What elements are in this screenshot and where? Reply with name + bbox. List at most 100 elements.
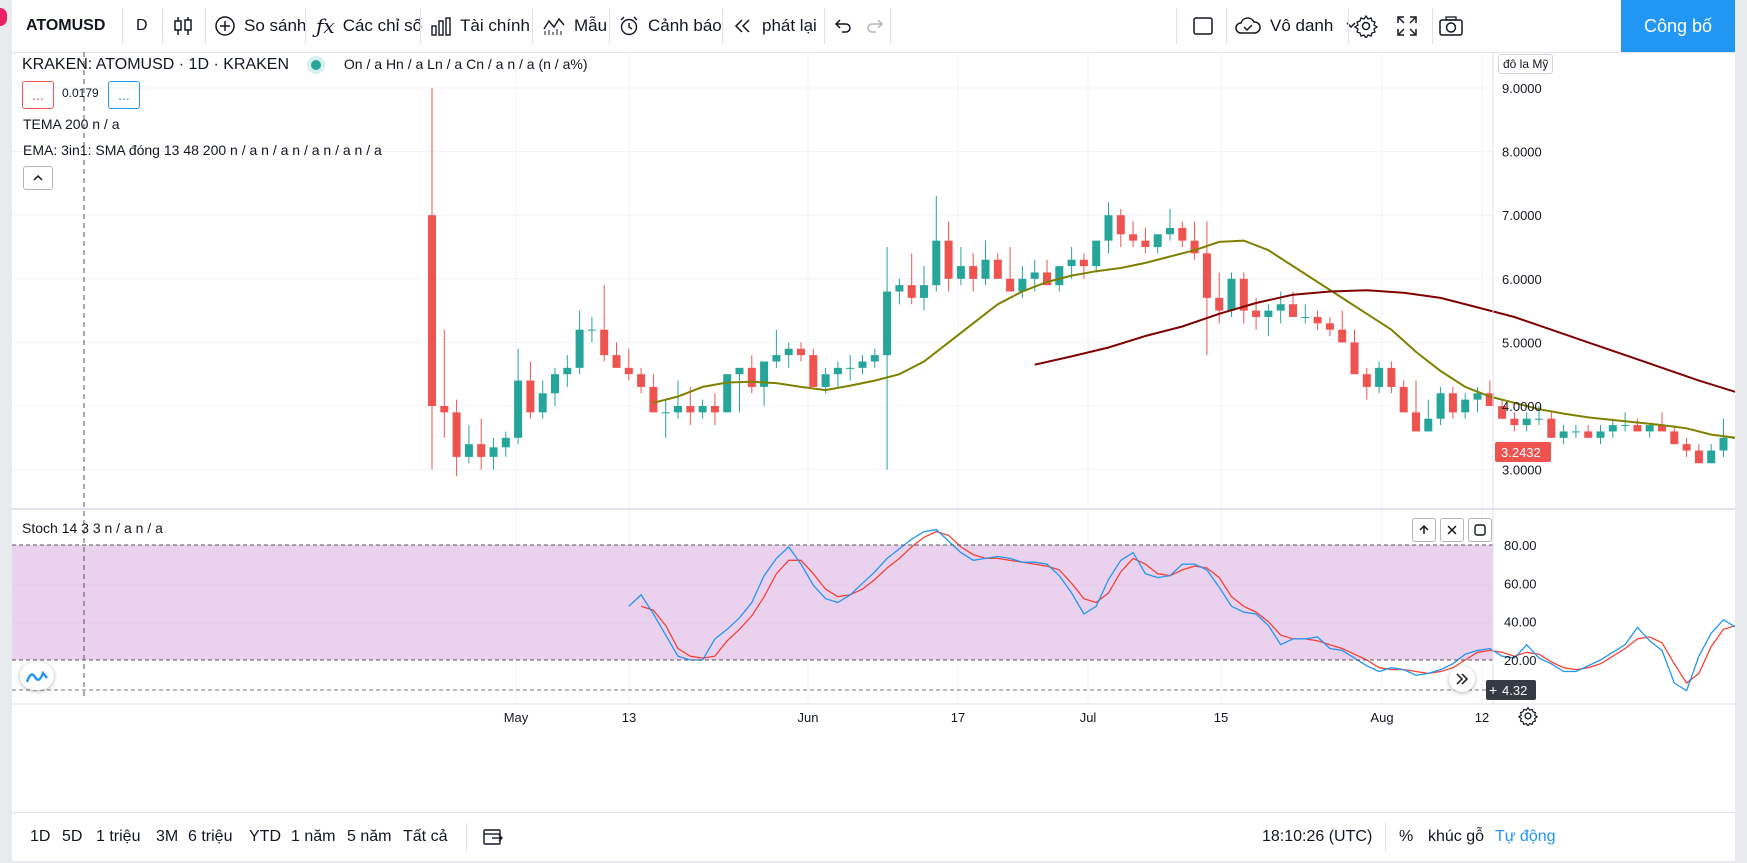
candle-body bbox=[1559, 431, 1568, 438]
templates-button[interactable]: Mẫu bbox=[542, 0, 607, 52]
clock-timezone[interactable]: 18:10:26 (UTC) bbox=[1262, 813, 1372, 861]
candle-body bbox=[600, 329, 609, 356]
divider bbox=[722, 8, 723, 44]
time-axis[interactable]: May 13 Jun 17 Jul 15 Aug 12 bbox=[504, 710, 1490, 725]
candle-body bbox=[1104, 215, 1113, 241]
candle-body bbox=[1547, 418, 1556, 438]
divider bbox=[824, 8, 825, 44]
expand-button[interactable] bbox=[1396, 0, 1418, 52]
range-1d[interactable]: 1D bbox=[30, 813, 50, 861]
range-1y[interactable]: 1 năm bbox=[291, 813, 335, 861]
symbol-search-button[interactable]: ATOMUSD bbox=[26, 0, 105, 52]
pane-close-button[interactable] bbox=[1440, 518, 1464, 542]
candle-body bbox=[1141, 240, 1150, 247]
time-tick-label: Aug bbox=[1370, 710, 1393, 725]
range-6m[interactable]: 6 triệu bbox=[188, 813, 232, 861]
range-5d[interactable]: 5D bbox=[62, 813, 82, 861]
gear-icon bbox=[1517, 706, 1539, 728]
settings-button[interactable] bbox=[1354, 0, 1378, 52]
chart-style-button[interactable] bbox=[172, 0, 194, 52]
undo-button[interactable] bbox=[832, 0, 854, 52]
price-tick-label: 6.0000 bbox=[1502, 272, 1542, 287]
compare-label: So sánh bbox=[244, 16, 307, 35]
divider bbox=[1432, 8, 1433, 44]
templates-label: Mẫu bbox=[574, 16, 608, 35]
stoch-plus-icon[interactable]: + bbox=[1489, 682, 1497, 698]
candle-body bbox=[1215, 297, 1224, 311]
candle-body bbox=[1387, 367, 1396, 387]
percent-scale-toggle[interactable]: % bbox=[1399, 813, 1413, 861]
scroll-to-realtime-button[interactable] bbox=[1449, 666, 1475, 692]
publish-button[interactable]: Công bố bbox=[1621, 0, 1735, 52]
price-axis[interactable]: 9.0000 8.0000 7.0000 6.0000 5.0000 4.0000 3.00… bbox=[1502, 81, 1542, 478]
candle-body bbox=[1412, 412, 1420, 432]
log-scale-toggle[interactable]: khúc gỗ bbox=[1428, 813, 1484, 861]
candle-body bbox=[1571, 431, 1580, 433]
currency-button[interactable]: đô la Mỹ bbox=[1498, 54, 1554, 74]
candle-body bbox=[1362, 374, 1371, 387]
candle-body bbox=[1276, 304, 1285, 311]
candle-body bbox=[477, 444, 486, 457]
candle-body bbox=[1707, 450, 1716, 464]
tradingview-logo[interactable] bbox=[20, 662, 54, 690]
chart-canvas[interactable]: 9.0000 8.0000 7.0000 6.0000 5.0000 4.0000 3.00… bbox=[12, 52, 1735, 812]
candle-body bbox=[440, 406, 449, 413]
alarm-clock-icon bbox=[620, 16, 638, 36]
collapse-legend-button[interactable] bbox=[23, 166, 53, 190]
candle-body bbox=[1313, 316, 1322, 324]
range-all[interactable]: Tất cả bbox=[403, 813, 447, 861]
divider bbox=[420, 8, 421, 44]
fullscreen-toggle-button[interactable] bbox=[1192, 0, 1214, 52]
range-1m[interactable]: 1 triệu bbox=[96, 813, 140, 861]
candle-body bbox=[944, 240, 953, 279]
replay-button[interactable]: phát lại bbox=[732, 0, 817, 52]
stoch-legend[interactable]: Stoch 14 3 3 n / a n / a bbox=[22, 520, 163, 536]
time-tick-label: Jun bbox=[798, 710, 819, 725]
symbol-legend[interactable]: KRAKEN: ATOMUSD · 1D · KRAKEN On / a Hn … bbox=[22, 56, 588, 74]
auto-scale-toggle[interactable]: Tự động bbox=[1495, 813, 1556, 861]
sell-price-box[interactable]: ... bbox=[22, 81, 54, 109]
candle-body bbox=[1608, 425, 1617, 432]
tema-legend[interactable]: TEMA 200 n / a bbox=[23, 116, 120, 132]
layout-menu-button[interactable]: Vô danh bbox=[1234, 0, 1357, 52]
candle-body bbox=[637, 374, 646, 387]
candle-body bbox=[735, 367, 744, 375]
buy-price-box[interactable]: ... bbox=[108, 81, 140, 109]
alerts-button[interactable]: Cảnh báo bbox=[618, 0, 722, 52]
candle-body bbox=[1190, 240, 1199, 254]
candle-body bbox=[772, 355, 781, 362]
stoch-axis[interactable]: 80.00 60.00 40.00 20.00 bbox=[1504, 538, 1537, 668]
price-tick-label: 7.0000 bbox=[1502, 208, 1542, 223]
pane-move-up-button[interactable] bbox=[1412, 518, 1436, 542]
candle-body bbox=[1202, 253, 1211, 298]
goto-date-button[interactable] bbox=[482, 813, 504, 861]
candle-body bbox=[698, 406, 707, 413]
ema-legend[interactable]: EMA: 3in1: SMA đóng 13 48 200 n / a n / … bbox=[23, 142, 382, 158]
candle-body bbox=[1461, 399, 1470, 413]
candle-body bbox=[526, 380, 535, 413]
redo-button[interactable] bbox=[864, 0, 886, 52]
range-ytd[interactable]: YTD bbox=[249, 813, 281, 861]
auto-label: Tự động bbox=[1495, 828, 1556, 845]
divider bbox=[532, 8, 533, 44]
range-5y[interactable]: 5 năm bbox=[347, 813, 391, 861]
indicators-button[interactable]: ƒx Các chỉ số bbox=[316, 0, 422, 52]
snapshot-button[interactable] bbox=[1438, 0, 1464, 52]
close-icon bbox=[1447, 525, 1457, 535]
spread-value: 0.0179 bbox=[62, 86, 99, 100]
candle-body bbox=[1535, 418, 1543, 420]
financials-button[interactable]: Tài chính bbox=[430, 0, 530, 52]
percent-label: % bbox=[1399, 828, 1414, 845]
time-axis-settings-button[interactable] bbox=[1517, 706, 1539, 731]
stoch-value: 4.32 bbox=[1502, 683, 1527, 698]
ema-fast-line bbox=[653, 239, 1735, 439]
compare-button[interactable]: So sánh bbox=[214, 0, 306, 52]
range-3m[interactable]: 3M bbox=[156, 813, 178, 861]
candle-body bbox=[563, 367, 572, 375]
candle-body bbox=[1055, 266, 1064, 286]
market-status-dot bbox=[311, 59, 322, 70]
pane-maximize-button[interactable] bbox=[1468, 518, 1492, 542]
divider bbox=[890, 8, 891, 44]
interval-button[interactable]: D bbox=[136, 0, 148, 52]
candle-body bbox=[674, 406, 682, 413]
